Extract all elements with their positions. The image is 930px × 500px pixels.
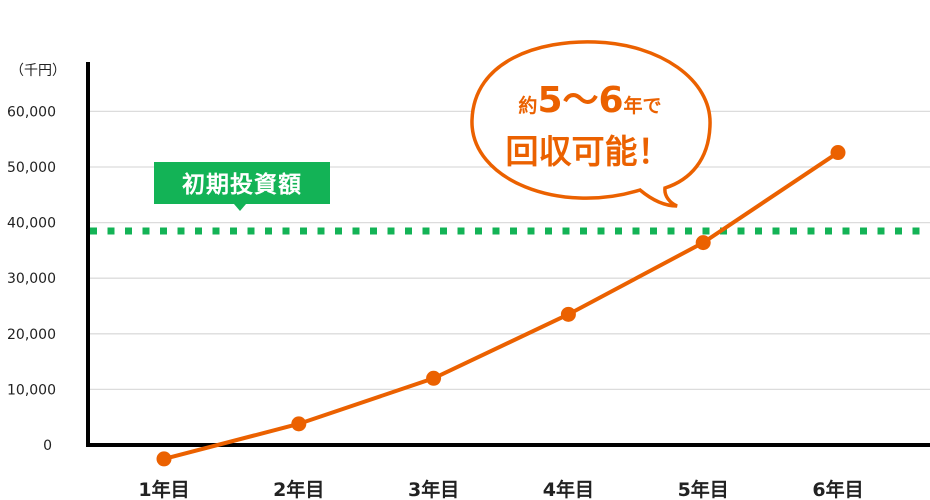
x-tick-label: 2年目 — [273, 478, 324, 500]
data-point-3 — [426, 370, 442, 386]
y-tick-label: 0 — [43, 438, 52, 454]
data-point-4 — [560, 306, 576, 322]
y-unit-label: （千円） — [10, 63, 66, 79]
series-line — [163, 150, 840, 461]
label-pointer — [234, 204, 246, 211]
x-tick-label: 5年目 — [678, 478, 729, 500]
data-points — [156, 145, 846, 467]
initial-investment-label: 初期投資額 — [154, 162, 330, 211]
data-point-1 — [156, 451, 172, 467]
x-tick-label: 1年目 — [138, 478, 189, 500]
x-tick-label: 4年目 — [543, 478, 594, 500]
label-box — [154, 162, 330, 204]
callout-bubble: 約5～6年で 回収可能！ — [470, 40, 712, 208]
y-tick-label: 30,000 — [7, 271, 56, 287]
data-point-5 — [695, 235, 711, 251]
speech-bubble-shape — [470, 40, 712, 208]
initial-investment-text: 初期投資額 — [182, 171, 302, 198]
y-tick-label: 60,000 — [7, 104, 56, 120]
x-tick-labels: 1年目 2年目 3年目 4年目 5年目 6年目 — [138, 478, 863, 500]
y-tick-label: 20,000 — [7, 327, 56, 343]
y-tick-label: 40,000 — [7, 216, 56, 232]
x-tick-label: 3年目 — [408, 478, 459, 500]
x-tick-label: 6年目 — [812, 478, 863, 500]
data-point-2 — [291, 416, 307, 432]
y-tick-label: 10,000 — [7, 382, 56, 398]
data-point-6 — [830, 145, 846, 161]
y-tick-labels: 0 10,000 20,000 30,000 40,000 50,000 60,000 — [7, 104, 56, 454]
callout-line1: 約5～6年で — [518, 80, 661, 121]
callout-line2: 回収可能！ — [506, 132, 671, 171]
y-tick-label: 50,000 — [7, 160, 56, 176]
